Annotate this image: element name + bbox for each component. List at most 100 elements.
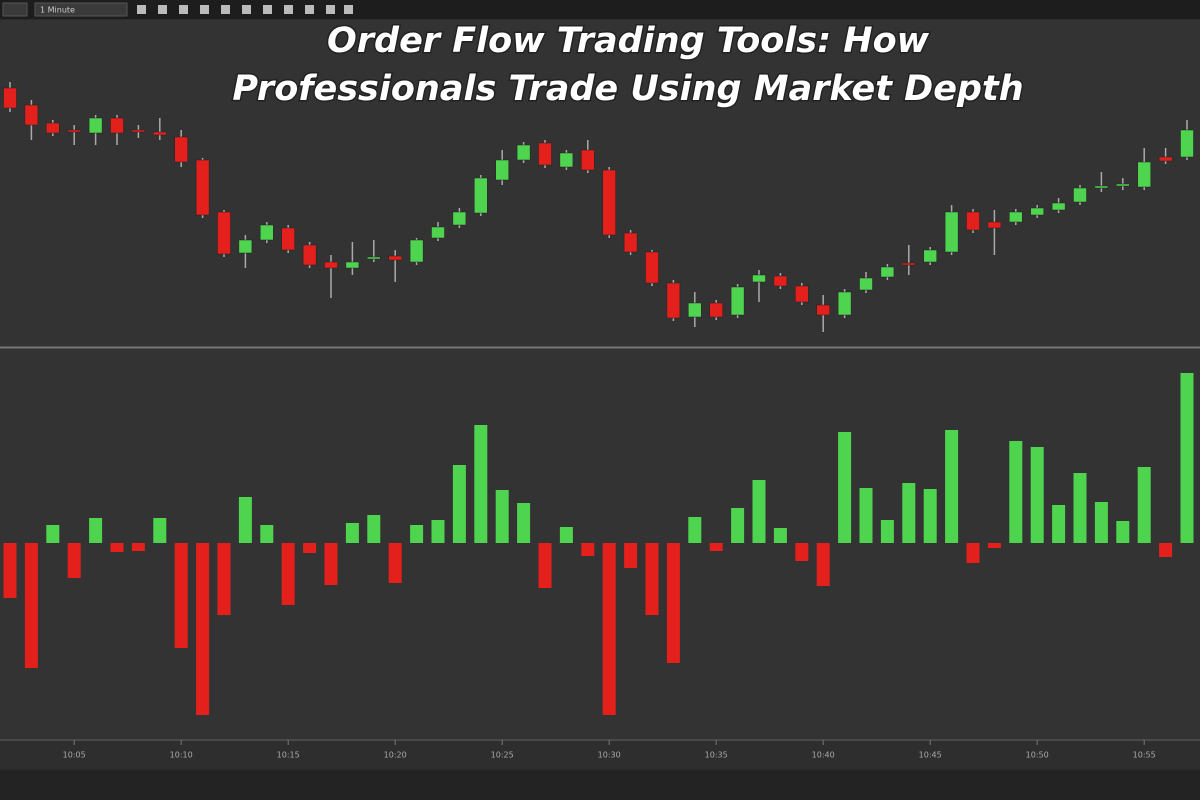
candle-body xyxy=(902,262,916,266)
delta-bar xyxy=(1116,521,1130,543)
candle-body xyxy=(1137,161,1151,188)
delta-bar xyxy=(1030,447,1044,543)
delta-bar xyxy=(238,497,252,543)
time-axis xyxy=(0,740,1200,768)
candle-body xyxy=(752,274,766,283)
delta-bar xyxy=(1137,467,1151,543)
candle-body xyxy=(1051,202,1066,211)
delta-bar xyxy=(1094,502,1108,543)
tool-icon[interactable] xyxy=(158,5,167,14)
tool-icon[interactable] xyxy=(284,5,293,14)
candle-body xyxy=(217,211,231,255)
tool-icon[interactable] xyxy=(200,5,209,14)
candle-body xyxy=(880,266,895,278)
candle-body xyxy=(516,144,531,161)
title-line: Professionals Trade Using Market Depth xyxy=(232,69,1023,109)
candle-body xyxy=(1116,183,1130,187)
candle-body xyxy=(431,226,445,239)
tool-icon[interactable] xyxy=(242,5,251,14)
candle-body xyxy=(3,87,17,109)
candle-body xyxy=(281,227,295,251)
delta-bar xyxy=(1009,441,1023,543)
candle-body xyxy=(623,232,638,253)
delta-bar xyxy=(345,523,359,543)
delta-bar xyxy=(923,489,937,543)
delta-bar xyxy=(559,527,573,543)
x-tick-label: 10:20 xyxy=(384,751,407,760)
candle-body xyxy=(324,261,338,269)
candle-body xyxy=(388,255,402,261)
x-tick-label: 10:10 xyxy=(170,751,193,760)
candle-body xyxy=(944,211,959,253)
delta-bar xyxy=(67,543,81,578)
tool-icon[interactable] xyxy=(344,5,353,14)
delta-bar xyxy=(816,543,830,586)
candle-body xyxy=(966,211,980,231)
candle-body xyxy=(1030,207,1044,216)
candle-body xyxy=(367,256,381,260)
delta-bar xyxy=(645,543,659,615)
delta-bar xyxy=(709,543,723,551)
delta-bar xyxy=(153,518,167,543)
candle-body xyxy=(816,304,830,316)
delta-bar xyxy=(196,543,210,715)
candle-body xyxy=(88,117,103,134)
delta-bar xyxy=(388,543,402,583)
tool-icon[interactable] xyxy=(221,5,230,14)
candle-body xyxy=(837,291,852,316)
candle-body xyxy=(302,244,317,266)
x-tick-label: 10:55 xyxy=(1133,751,1156,760)
candle-body xyxy=(987,221,1002,229)
candle-body xyxy=(666,282,681,319)
tool-icon[interactable] xyxy=(263,5,272,14)
x-tick-label: 10:05 xyxy=(63,751,86,760)
candle-body xyxy=(260,224,274,241)
delta-bar xyxy=(1052,505,1066,543)
candle-body xyxy=(773,275,788,287)
delta-bar xyxy=(688,517,702,543)
delta-bar xyxy=(666,543,680,663)
menu-button[interactable] xyxy=(2,2,28,17)
delta-bar xyxy=(303,543,317,553)
candle-body xyxy=(559,152,574,168)
candle-body xyxy=(688,302,702,318)
delta-bar xyxy=(281,543,295,605)
delta-bar xyxy=(752,480,766,543)
candle-body xyxy=(238,239,253,254)
delta-bar xyxy=(46,525,60,543)
candle-body xyxy=(1158,156,1173,162)
marks: 10:05 10:10 10:15 10:20 10:25 10:30 10:35 10:40… xyxy=(3,82,1194,760)
candle-body xyxy=(110,117,124,134)
x-tick-label: 10:25 xyxy=(491,751,514,760)
candle-body xyxy=(1094,185,1109,189)
delta-bar xyxy=(602,543,616,715)
candle-body xyxy=(67,129,81,133)
x-tick-label: 10:15 xyxy=(277,751,300,760)
candle-body xyxy=(24,104,39,126)
tool-icon[interactable] xyxy=(179,5,188,14)
candle-body xyxy=(452,211,467,226)
delta-bar xyxy=(495,490,509,543)
scroll-bar[interactable] xyxy=(0,770,1200,800)
candle-body xyxy=(1009,211,1023,223)
tool-icon[interactable] xyxy=(326,5,335,14)
x-tick-label: 10:30 xyxy=(598,751,621,760)
candle-body xyxy=(859,277,873,291)
delta-bar xyxy=(838,432,852,543)
toolbar-icons xyxy=(137,5,353,14)
toolbar xyxy=(0,0,1200,19)
tool-icon[interactable] xyxy=(137,5,146,14)
delta-bar xyxy=(581,543,595,556)
interval-dropdown[interactable] xyxy=(34,2,128,17)
delta-bar xyxy=(3,543,17,598)
delta-bar xyxy=(474,425,488,543)
candle-body xyxy=(730,286,745,316)
candle-body xyxy=(409,239,424,263)
tool-icon[interactable] xyxy=(305,5,314,14)
delta-bar xyxy=(24,543,38,668)
delta-bar xyxy=(110,543,124,552)
delta-bar xyxy=(89,518,103,543)
candle-body xyxy=(923,249,937,263)
delta-bar xyxy=(902,483,916,543)
candle-body xyxy=(153,131,167,136)
